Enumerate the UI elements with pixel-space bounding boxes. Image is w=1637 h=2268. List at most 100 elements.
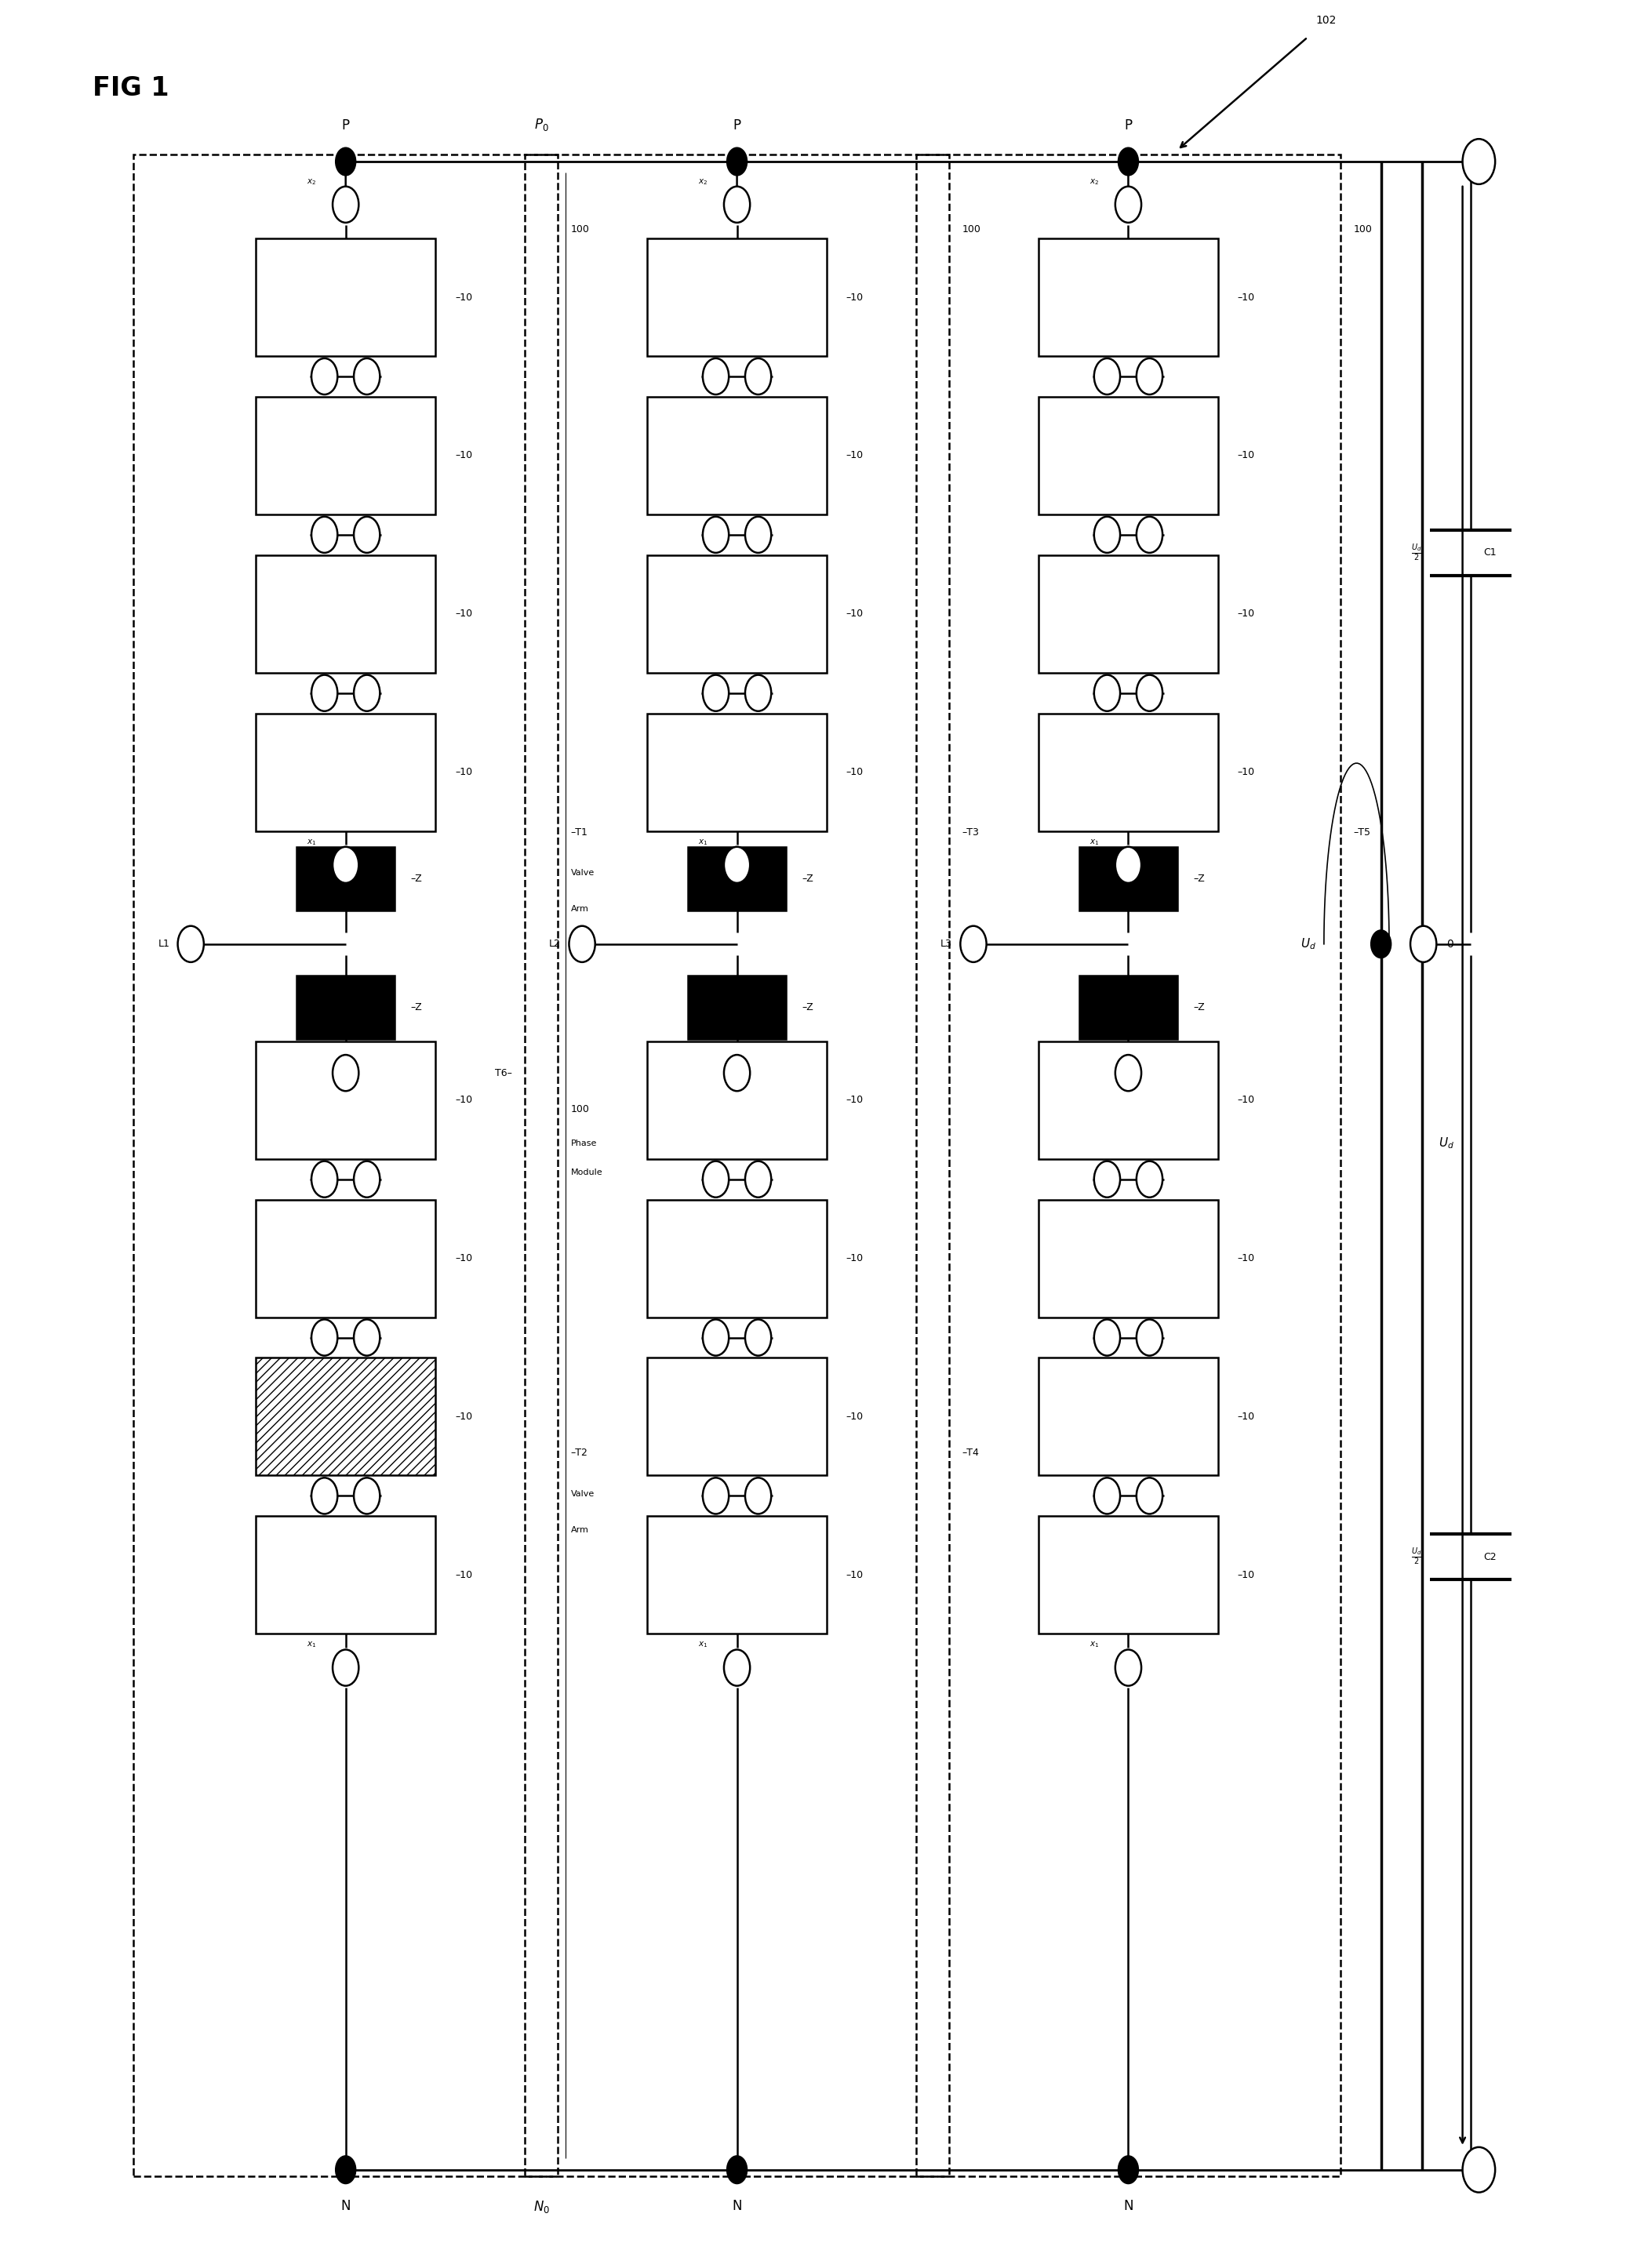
Bar: [1079, 846, 1177, 909]
Circle shape: [745, 1161, 771, 1198]
Bar: [688, 846, 786, 909]
Circle shape: [354, 1161, 380, 1198]
Text: –Z: –Z: [411, 873, 422, 885]
Text: –10: –10: [1238, 1095, 1256, 1105]
Text: $x_1$: $x_1$: [1089, 837, 1098, 846]
Text: $x_1$: $x_1$: [1069, 508, 1079, 517]
Text: $x_1$: $x_1$: [1069, 1152, 1079, 1161]
Text: $x_1$: $x_1$: [678, 1467, 688, 1479]
Text: $x_2$: $x_2$: [1089, 1046, 1098, 1055]
Bar: [647, 714, 827, 830]
Text: $x_1$: $x_1$: [1069, 1311, 1079, 1320]
Circle shape: [332, 1649, 359, 1685]
Circle shape: [961, 925, 987, 962]
Text: $x_1$: $x_1$: [678, 667, 688, 676]
Text: –10: –10: [1238, 1411, 1256, 1422]
Bar: [296, 975, 395, 1039]
Text: L1: L1: [157, 939, 170, 948]
Text: N: N: [732, 2200, 742, 2214]
Circle shape: [724, 846, 750, 882]
Circle shape: [1136, 1161, 1162, 1198]
Text: –T3: –T3: [963, 828, 979, 837]
Circle shape: [332, 846, 359, 882]
Circle shape: [311, 1161, 337, 1198]
Text: –Z: –Z: [411, 1002, 422, 1012]
Bar: [1079, 975, 1177, 1039]
Bar: [255, 397, 435, 515]
Bar: [647, 397, 827, 515]
Text: –10: –10: [846, 1411, 864, 1422]
Text: –Z: –Z: [802, 873, 814, 885]
Text: Sub-
system: Sub- system: [331, 606, 362, 621]
Text: 100: 100: [963, 225, 981, 234]
Circle shape: [702, 517, 728, 553]
Text: –10: –10: [455, 1411, 471, 1422]
Text: Sub-
system: Sub- system: [331, 447, 362, 465]
Circle shape: [1118, 147, 1138, 175]
Text: C2: C2: [1483, 1551, 1496, 1563]
Text: $x_2$: $x_2$: [395, 1152, 404, 1161]
Bar: [296, 846, 395, 909]
Text: $x_2$: $x_2$: [395, 1311, 404, 1320]
Text: $x_1$: $x_1$: [697, 837, 707, 846]
Text: Arm: Arm: [571, 905, 589, 914]
Text: $x_2$: $x_2$: [306, 1046, 316, 1055]
Text: $x_2$: $x_2$: [786, 349, 796, 358]
Circle shape: [336, 2157, 355, 2184]
Circle shape: [1118, 2157, 1138, 2184]
Circle shape: [1372, 930, 1391, 957]
Text: 0: 0: [1445, 939, 1454, 950]
Text: Module: Module: [571, 1168, 602, 1177]
Circle shape: [311, 1320, 337, 1356]
Text: –10: –10: [455, 767, 471, 778]
Text: Arm: Arm: [571, 1526, 589, 1533]
Circle shape: [1136, 358, 1162, 395]
Text: Phase: Phase: [571, 1139, 598, 1148]
Circle shape: [1136, 676, 1162, 712]
Text: $x_1$: $x_1$: [1089, 1640, 1098, 1649]
Circle shape: [1115, 186, 1141, 222]
Text: $x_2$: $x_2$: [697, 177, 707, 186]
Text: P: P: [1125, 118, 1133, 132]
Circle shape: [702, 1161, 728, 1198]
Text: 102: 102: [1316, 16, 1336, 25]
Bar: [255, 556, 435, 674]
Circle shape: [311, 1479, 337, 1515]
Bar: [1038, 1517, 1218, 1633]
Text: N: N: [340, 2200, 350, 2214]
Text: –10: –10: [1238, 451, 1256, 460]
Text: $\frac{U_d}{2}$: $\frac{U_d}{2}$: [1411, 1547, 1423, 1567]
Text: $x_2$: $x_2$: [1089, 177, 1098, 186]
Text: Sub-
system: Sub- system: [331, 1091, 362, 1109]
Bar: [647, 556, 827, 674]
Text: Sub-
system: Sub- system: [331, 288, 362, 306]
Circle shape: [745, 1320, 771, 1356]
Circle shape: [745, 517, 771, 553]
Circle shape: [727, 2157, 746, 2184]
Text: $x_1$: $x_1$: [1069, 1467, 1079, 1479]
Circle shape: [311, 358, 337, 395]
Text: $x_1$: $x_1$: [678, 1311, 688, 1320]
Bar: [1038, 1359, 1218, 1476]
Circle shape: [1136, 1479, 1162, 1515]
Text: –10: –10: [846, 767, 864, 778]
Bar: [255, 1359, 435, 1476]
Circle shape: [1462, 2148, 1495, 2193]
Text: $x_1$: $x_1$: [678, 1152, 688, 1161]
Text: T6–: T6–: [494, 1068, 512, 1077]
Text: –T4: –T4: [963, 1447, 979, 1458]
Text: L2: L2: [550, 939, 561, 948]
Circle shape: [178, 925, 205, 962]
Text: 100: 100: [571, 1105, 589, 1114]
Text: C1: C1: [1483, 547, 1496, 558]
Circle shape: [745, 358, 771, 395]
Bar: [1038, 397, 1218, 515]
Text: Sub-
system: Sub- system: [331, 1250, 362, 1268]
Circle shape: [354, 1479, 380, 1515]
Circle shape: [1094, 676, 1120, 712]
Text: –Z: –Z: [1193, 1002, 1205, 1012]
Text: $x_2$: $x_2$: [1177, 667, 1187, 676]
Text: –10: –10: [455, 293, 471, 302]
Circle shape: [1094, 1320, 1120, 1356]
Text: –10: –10: [455, 1254, 471, 1263]
